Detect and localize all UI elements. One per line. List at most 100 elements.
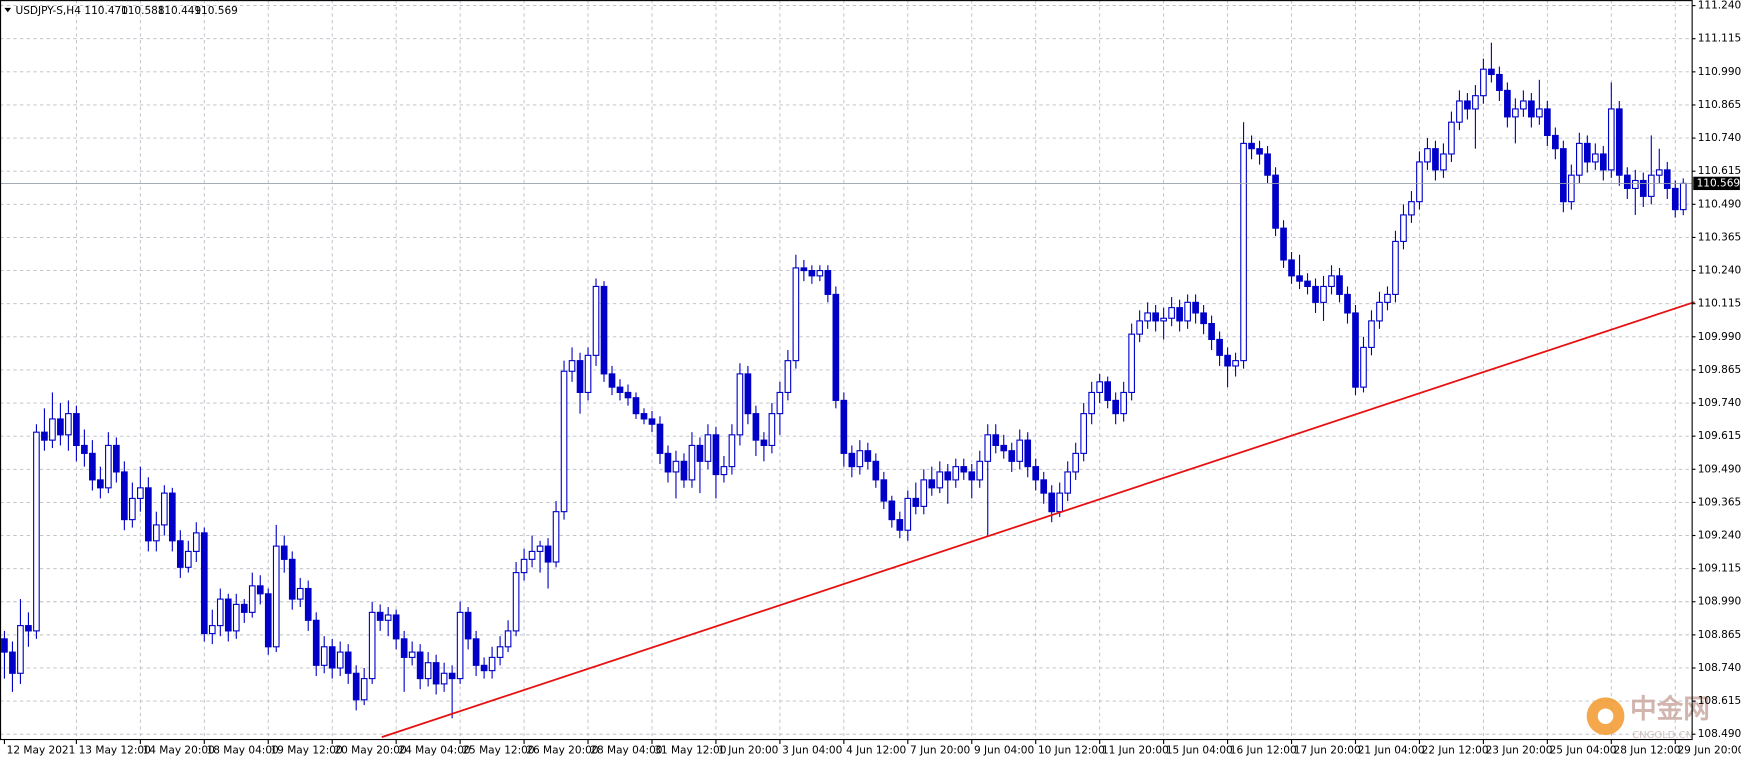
candle-body <box>768 413 776 446</box>
candle-body <box>1272 174 1279 229</box>
candle-body <box>25 625 32 632</box>
candle-body <box>664 452 672 473</box>
x-tick-label: 25 Jun 04:00 <box>1550 745 1617 757</box>
candle-body <box>936 471 944 489</box>
x-tick-label: 18 May 04:00 <box>207 745 279 757</box>
candle-body <box>1320 285 1327 303</box>
candle-body <box>968 471 976 481</box>
watermark-logo-center <box>1597 708 1614 724</box>
candles <box>0 42 1695 738</box>
candle-body <box>504 630 512 648</box>
candle-body <box>344 651 352 674</box>
candle-body <box>416 651 424 680</box>
candle-body <box>1591 153 1599 163</box>
candle-body <box>153 524 160 542</box>
candle-body <box>73 413 80 446</box>
x-tick-label: 7 Jun 20:00 <box>910 745 970 757</box>
x-tick-label: 20 May 20:00 <box>334 745 406 757</box>
candle-body <box>216 598 224 627</box>
y-tick-label: 109.865 <box>1698 364 1741 376</box>
candle-body <box>1352 312 1359 388</box>
x-tick-label: 11 Jun 20:00 <box>1102 745 1169 757</box>
candle-body <box>1120 391 1127 415</box>
candle-body <box>976 460 984 481</box>
candle-body <box>616 386 624 393</box>
candle-body <box>1384 293 1391 303</box>
candle-body <box>600 285 608 375</box>
candle-body <box>552 511 560 563</box>
candle-body <box>424 662 432 680</box>
candle-body <box>400 638 408 658</box>
candle-body <box>1328 275 1335 288</box>
candle-body <box>880 479 888 502</box>
y-tick-label: 109.615 <box>1698 430 1741 442</box>
y-tick-label: 110.615 <box>1698 165 1741 177</box>
watermark-text: 中金网 <box>1630 694 1710 725</box>
candle-body <box>1631 179 1639 189</box>
candle-body <box>720 466 728 476</box>
candle-body <box>1679 182 1687 211</box>
y-tick-label: 109.240 <box>1698 530 1741 542</box>
candle-body <box>1376 301 1383 322</box>
candle-body <box>240 603 248 613</box>
candle-body <box>1536 108 1543 118</box>
x-tick-label: 26 May 20:00 <box>526 745 598 757</box>
candle-body <box>1424 148 1431 163</box>
candle-body <box>1456 100 1463 123</box>
trendline <box>381 301 1695 738</box>
candle-body <box>728 434 736 468</box>
candle-body <box>832 293 840 401</box>
candle-body <box>848 452 856 468</box>
x-tick-label: 17 Jun 20:00 <box>1294 745 1361 757</box>
candle-body <box>1128 333 1135 393</box>
candle-body <box>368 611 376 680</box>
candle-body <box>584 354 592 393</box>
candle-body <box>496 646 504 658</box>
y-tick-label: 111.115 <box>1698 33 1741 45</box>
header: USDJPY-S,H4 110.470 110.588 110.449 110.… <box>4 5 238 17</box>
candle-body <box>17 625 24 674</box>
y-tick-label: 108.615 <box>1698 695 1741 707</box>
candle-body <box>1504 89 1511 118</box>
open-label: 110.470 <box>84 5 128 17</box>
candle-body <box>33 431 40 632</box>
watermark-site: CNGOLD.CN <box>1632 730 1693 741</box>
candle-body <box>1200 312 1207 325</box>
price-tag-label: 110.569 <box>1697 177 1741 189</box>
candle-body <box>1088 391 1096 415</box>
candle-body <box>184 550 192 568</box>
candle-body <box>1336 275 1343 295</box>
candle-body <box>288 558 296 600</box>
y-tick-label: 110.365 <box>1698 231 1741 243</box>
candle-body <box>816 270 824 277</box>
candle-body <box>1040 479 1048 494</box>
candle-body <box>560 370 568 513</box>
candle-body <box>1607 108 1615 171</box>
candle-body <box>256 585 264 595</box>
y-tick-label: 109.115 <box>1698 563 1741 575</box>
candle-body <box>888 500 896 521</box>
candle-body <box>1192 301 1199 314</box>
candle-body <box>480 664 488 672</box>
symbol: USDJPY-S,H4 <box>16 5 82 17</box>
candle-body <box>1104 381 1111 401</box>
candle-body <box>1240 142 1247 362</box>
candle-body <box>1264 153 1271 176</box>
candle-body <box>808 270 816 277</box>
candle-body <box>328 646 336 669</box>
candle-body <box>1304 280 1311 288</box>
candle-body <box>472 638 480 666</box>
candle-body <box>1072 452 1080 473</box>
candle-body <box>792 267 800 362</box>
high-label: 110.588 <box>121 5 165 17</box>
candle-body <box>736 373 744 436</box>
x-tick-label: 12 May 2021 <box>7 745 76 757</box>
candle-body <box>232 603 240 632</box>
candle-body <box>304 587 312 621</box>
grid <box>0 0 1693 740</box>
candle-body <box>9 651 16 674</box>
candle-body <box>176 540 184 568</box>
candle-body <box>1032 466 1040 481</box>
candle-body <box>672 460 680 473</box>
candle-body <box>696 444 704 462</box>
